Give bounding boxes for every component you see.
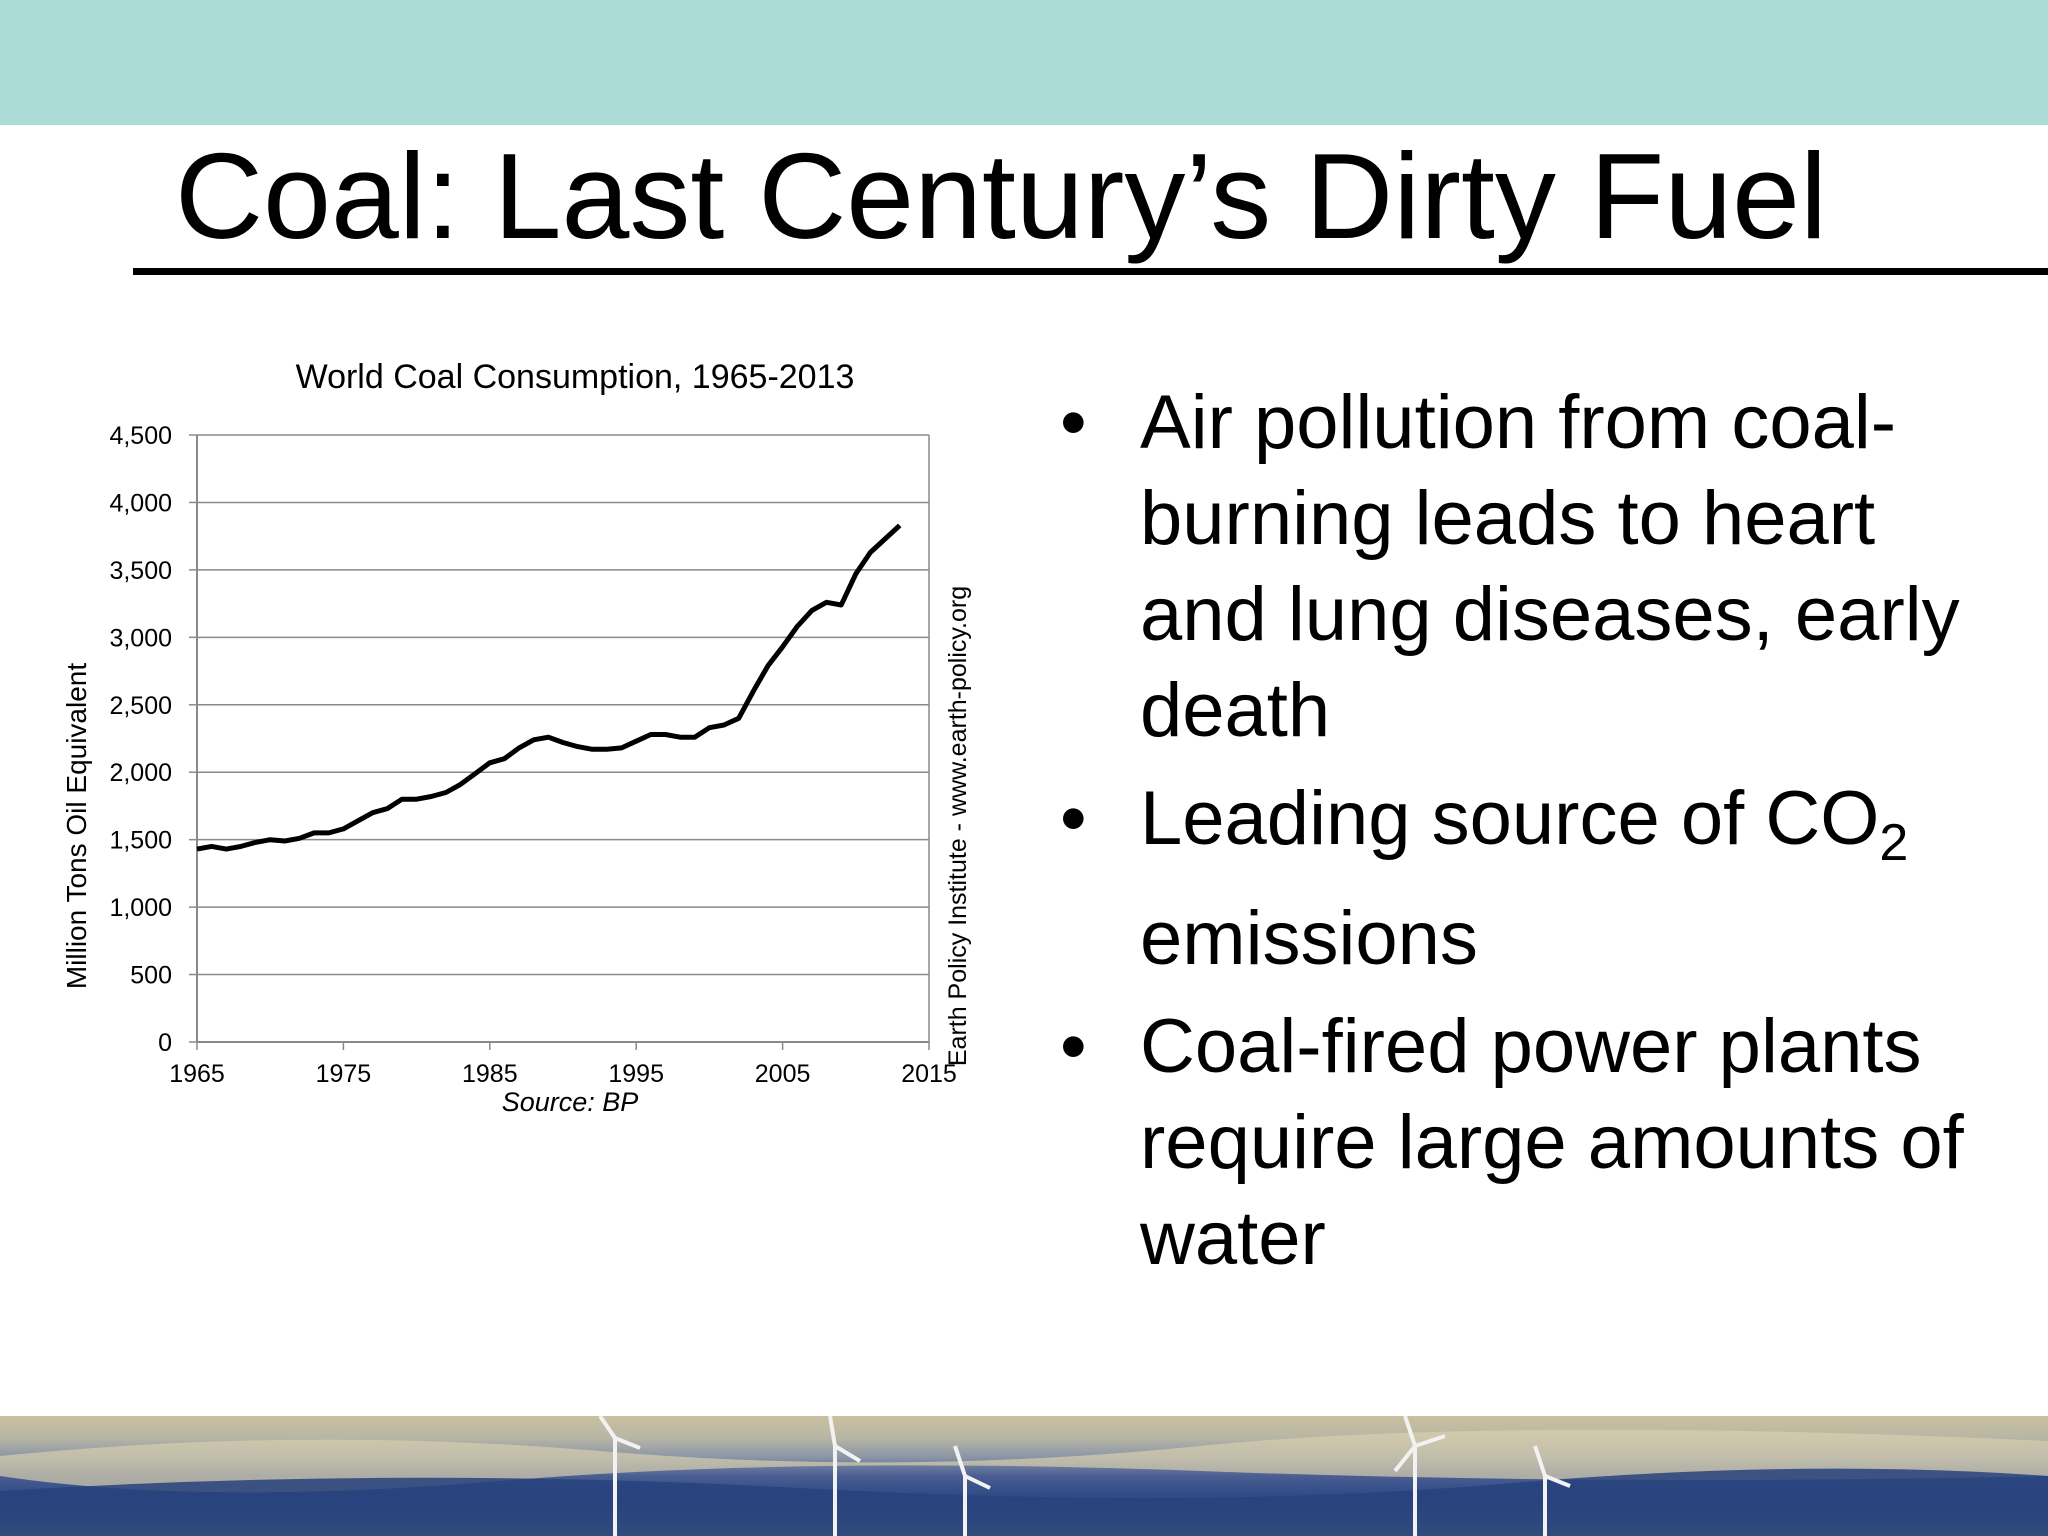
grid-lines <box>197 434 929 1043</box>
bullet-subscript: 2 <box>1879 814 1909 873</box>
wind-turbine-landscape-image <box>0 1416 2048 1536</box>
bullet-dot-icon: • <box>1060 380 1087 465</box>
coal-consumption-chart: 0 500 1,000 1,500 2,000 2,500 3,000 3,500 4,000 4… <box>61 358 972 1117</box>
chart-source: Source: BP <box>502 1087 639 1117</box>
y-tick-label: 3,000 <box>109 624 172 652</box>
bullet-dot-icon: • <box>1060 776 1087 861</box>
y-tick-label: 2,500 <box>109 692 172 720</box>
x-tick-label: 1995 <box>608 1060 664 1088</box>
x-tick-label: 2005 <box>755 1060 811 1088</box>
bullet-text: Air pollution from coal-burning leads to… <box>1140 380 1960 753</box>
y-tick-label: 1,500 <box>109 827 172 855</box>
x-tick-label: 2015 <box>901 1060 957 1088</box>
bullet-text-after: emissions <box>1140 896 1478 982</box>
bullet-text-before: Leading source of CO <box>1140 776 1880 861</box>
y-tick-label: 1,000 <box>109 894 172 922</box>
chart-title: World Coal Consumption, 1965-2013 <box>296 358 855 396</box>
bullet-text: Coal-fired power plants require large am… <box>1140 1004 1964 1282</box>
tick-labels: 0 500 1,000 1,500 2,000 2,500 3,000 3,500 4,000 4… <box>109 422 956 1088</box>
x-tick-label: 1985 <box>462 1060 518 1088</box>
axes <box>189 434 930 1050</box>
y-tick-label: 3,500 <box>109 557 172 585</box>
y-axis-label: Million Tons Oil Equivalent <box>61 663 92 990</box>
top-band <box>0 0 2048 125</box>
bullet-item-air-pollution: • Air pollution from coal-burning leads … <box>1060 375 2000 759</box>
y-tick-label: 500 <box>130 962 172 990</box>
y-tick-label: 2,000 <box>109 759 172 787</box>
x-tick-label: 1965 <box>169 1060 225 1088</box>
wind-turbines-icon <box>0 1416 2048 1536</box>
y-tick-label: 4,000 <box>109 489 172 517</box>
bullet-dot-icon: • <box>1060 1004 1087 1090</box>
slide-title: Coal: Last Century’s Dirty Fuel <box>175 128 1828 264</box>
bullet-item-water: • Coal-fired power plants require large … <box>1060 999 2000 1287</box>
coal-consumption-line <box>196 523 902 852</box>
bullet-item-co2: • Leading source of CO2 emissions <box>1060 771 2000 987</box>
title-divider <box>133 268 2048 275</box>
x-tick-label: 1975 <box>316 1060 372 1088</box>
source-credit-label: Earth Policy Institute - www.earth-polic… <box>944 586 972 1066</box>
bullet-list: • Air pollution from coal-burning leads … <box>1060 375 2000 1299</box>
series <box>196 523 902 852</box>
y-tick-label: 0 <box>158 1029 172 1057</box>
y-tick-label: 4,500 <box>109 422 172 450</box>
